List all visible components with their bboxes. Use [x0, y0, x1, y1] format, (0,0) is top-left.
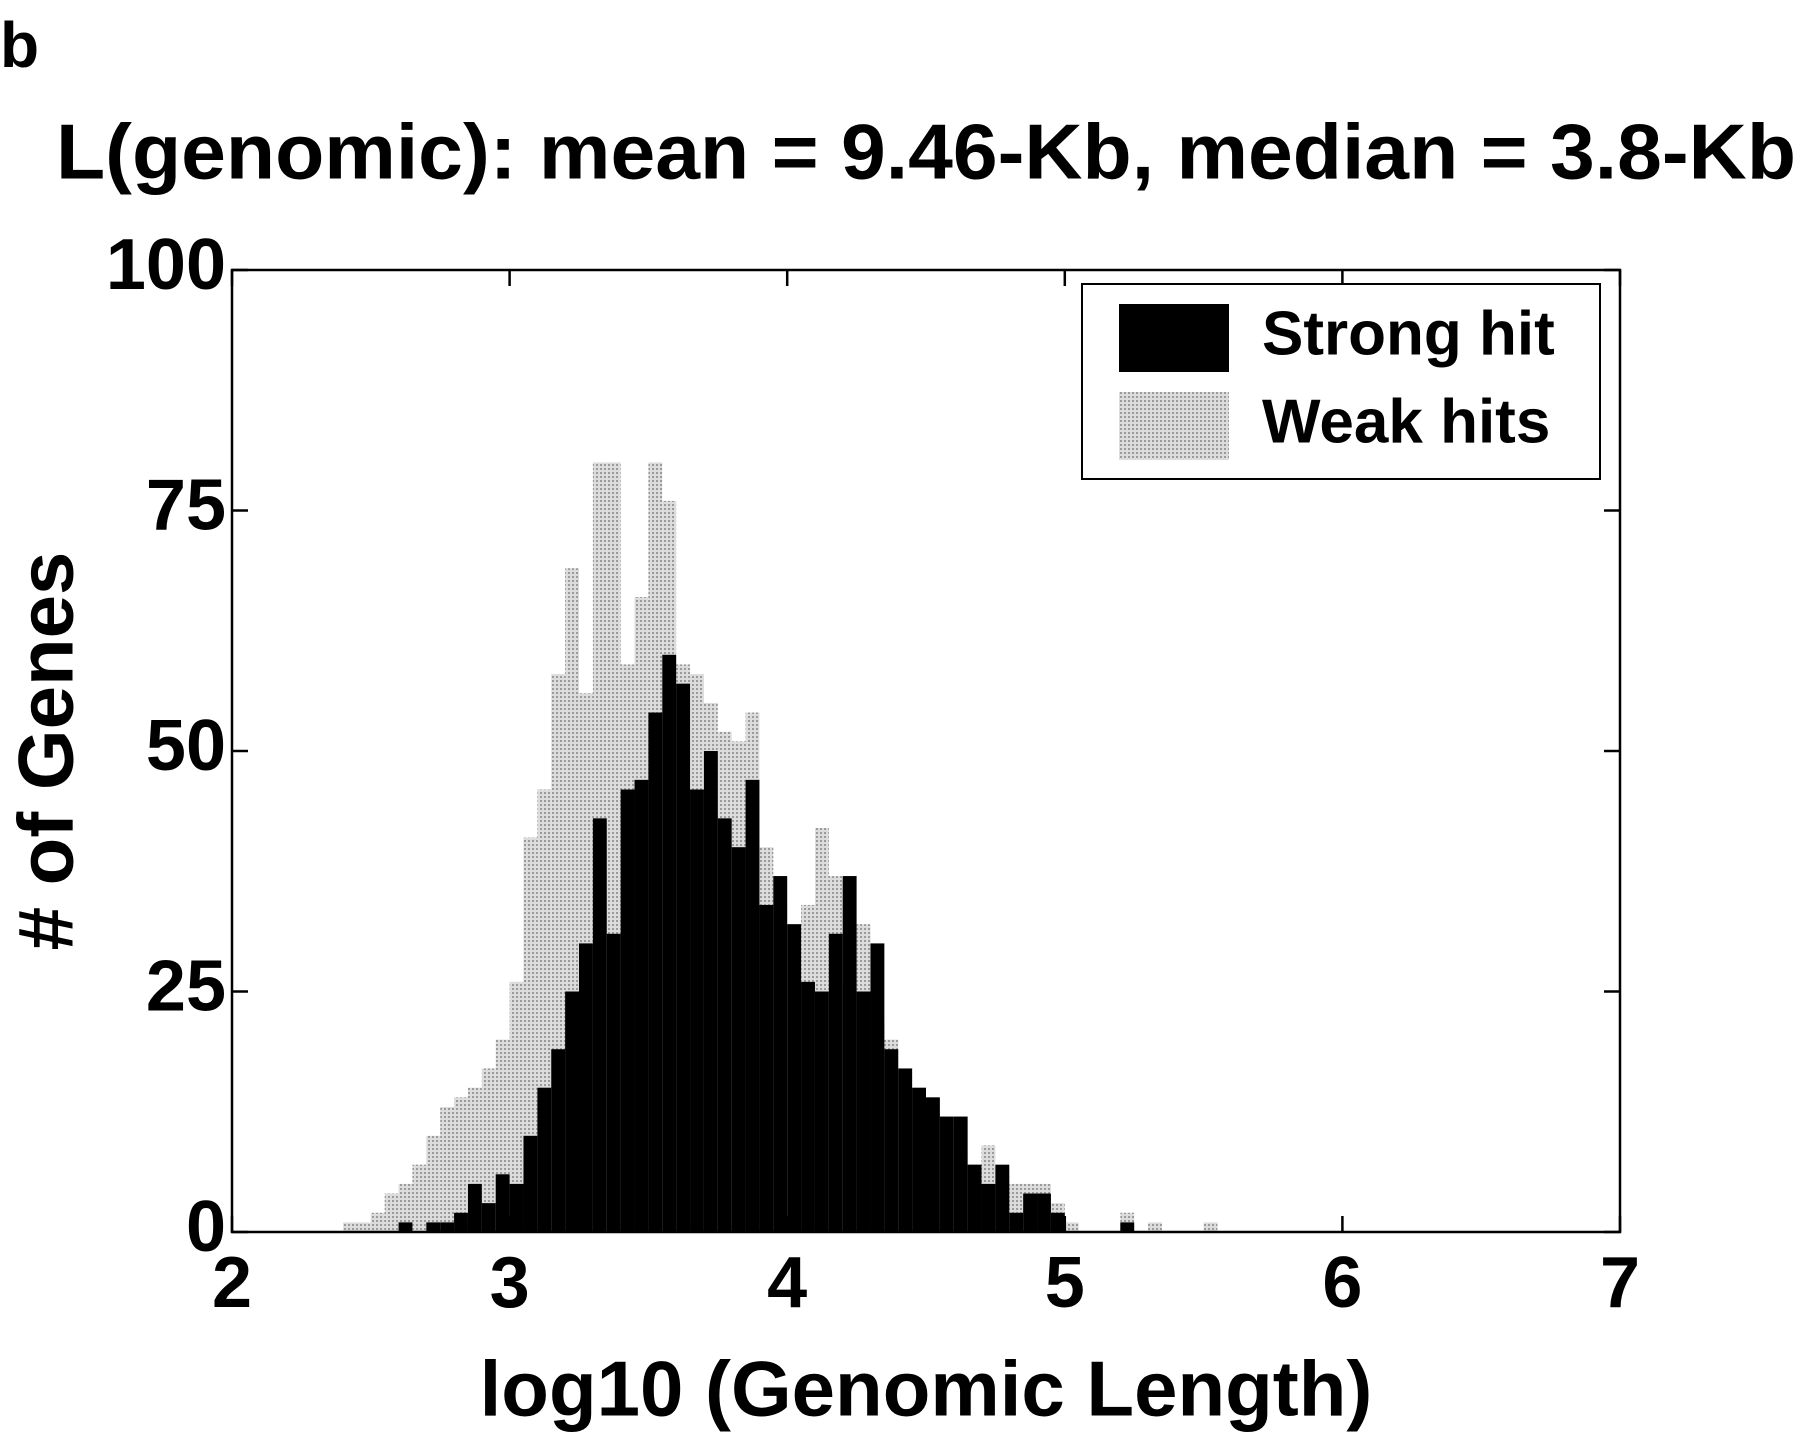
histogram-bar — [523, 837, 538, 1232]
histogram-bar — [398, 1222, 413, 1232]
histogram-bar — [440, 1106, 455, 1232]
histogram-bar — [856, 991, 871, 1232]
histogram-bar — [898, 1068, 913, 1232]
histogram-bar — [537, 1087, 552, 1232]
histogram-bar — [481, 1068, 496, 1232]
histogram-bar — [398, 1183, 413, 1232]
histogram-bar — [703, 751, 718, 1232]
legend-swatch — [1119, 392, 1229, 460]
histogram-bar — [565, 991, 579, 1232]
histogram-bar — [1050, 1212, 1065, 1232]
histogram-bar — [620, 789, 635, 1232]
x-tick-label: 2 — [212, 1243, 252, 1323]
histogram-bar — [1037, 1193, 1051, 1232]
histogram-bar — [454, 1212, 468, 1232]
histogram-bar — [634, 779, 649, 1232]
histogram-bar — [1203, 1222, 1218, 1232]
histogram-bar — [1009, 1212, 1024, 1232]
histogram-bar — [842, 876, 857, 1232]
y-tick-label: 0 — [186, 1187, 226, 1267]
histogram-bar — [495, 1174, 510, 1232]
histogram-bar — [953, 1116, 968, 1232]
histogram-bar — [828, 933, 843, 1232]
histogram-bar — [926, 1097, 940, 1232]
legend-label: Weak hits — [1262, 387, 1550, 456]
histogram-bar — [1023, 1193, 1038, 1232]
histogram-bar — [1064, 1222, 1079, 1232]
x-tick-label: 7 — [1600, 1243, 1640, 1323]
x-tick-label: 4 — [767, 1243, 807, 1323]
histogram-bar — [814, 991, 829, 1232]
y-tick-label: 100 — [106, 225, 226, 305]
histogram-bar — [1148, 1222, 1162, 1232]
histogram-bar — [648, 712, 663, 1232]
y-tick-label: 25 — [146, 947, 226, 1027]
histogram-bar — [592, 818, 607, 1232]
legend-swatch — [1119, 304, 1229, 372]
histogram-bar — [579, 943, 593, 1232]
histogram-bar — [870, 943, 885, 1232]
x-tick-label: 5 — [1045, 1243, 1085, 1323]
histogram-bar — [467, 1183, 482, 1232]
chart-title: L(genomic): mean = 9.46-Kb, median = 3.8… — [56, 108, 1796, 196]
histogram-bar — [676, 683, 691, 1232]
y-tick-label: 50 — [146, 706, 226, 786]
histogram-bar — [773, 876, 788, 1232]
histogram-bar — [426, 1135, 441, 1232]
histogram-bar — [551, 1049, 566, 1232]
histogram-bar — [731, 847, 746, 1232]
histogram-bar — [426, 1222, 441, 1232]
histogram-bar — [509, 981, 524, 1232]
histogram-bar — [481, 1203, 496, 1232]
y-axis-label: # of Genes — [2, 552, 90, 951]
histogram-bar — [509, 1183, 524, 1232]
x-tick-label: 6 — [1322, 1243, 1362, 1323]
histogram-bar — [662, 654, 677, 1232]
histogram-bar — [454, 1097, 468, 1232]
histogram-bar — [787, 924, 802, 1232]
histogram-bar — [717, 818, 732, 1232]
histogram-bar — [690, 789, 704, 1232]
x-axis-label: log10 (Genomic Length) — [480, 1345, 1373, 1433]
histogram-bar — [356, 1222, 371, 1232]
histogram-bar — [995, 1164, 1010, 1232]
histogram-bar — [939, 1116, 954, 1232]
histogram-bar — [801, 981, 815, 1232]
histogram-bar — [967, 1164, 982, 1232]
histogram-bar — [981, 1183, 996, 1232]
histogram-bar — [370, 1212, 385, 1232]
histogram-bar — [1120, 1222, 1135, 1232]
histogram-bar — [440, 1222, 455, 1232]
histogram-bar — [412, 1164, 427, 1232]
legend-label: Strong hit — [1262, 299, 1555, 368]
histogram-bar — [606, 933, 621, 1232]
histogram-bar — [384, 1193, 399, 1232]
histogram-bar — [745, 779, 760, 1232]
histogram-bar — [759, 904, 774, 1232]
panel-label: b — [0, 9, 39, 81]
histogram-bar — [343, 1222, 357, 1232]
x-tick-label: 3 — [490, 1243, 530, 1323]
y-tick-label: 75 — [146, 466, 226, 546]
histogram-bar — [912, 1087, 926, 1232]
histogram-bar — [523, 1135, 538, 1232]
histogram-bar — [884, 1049, 899, 1232]
